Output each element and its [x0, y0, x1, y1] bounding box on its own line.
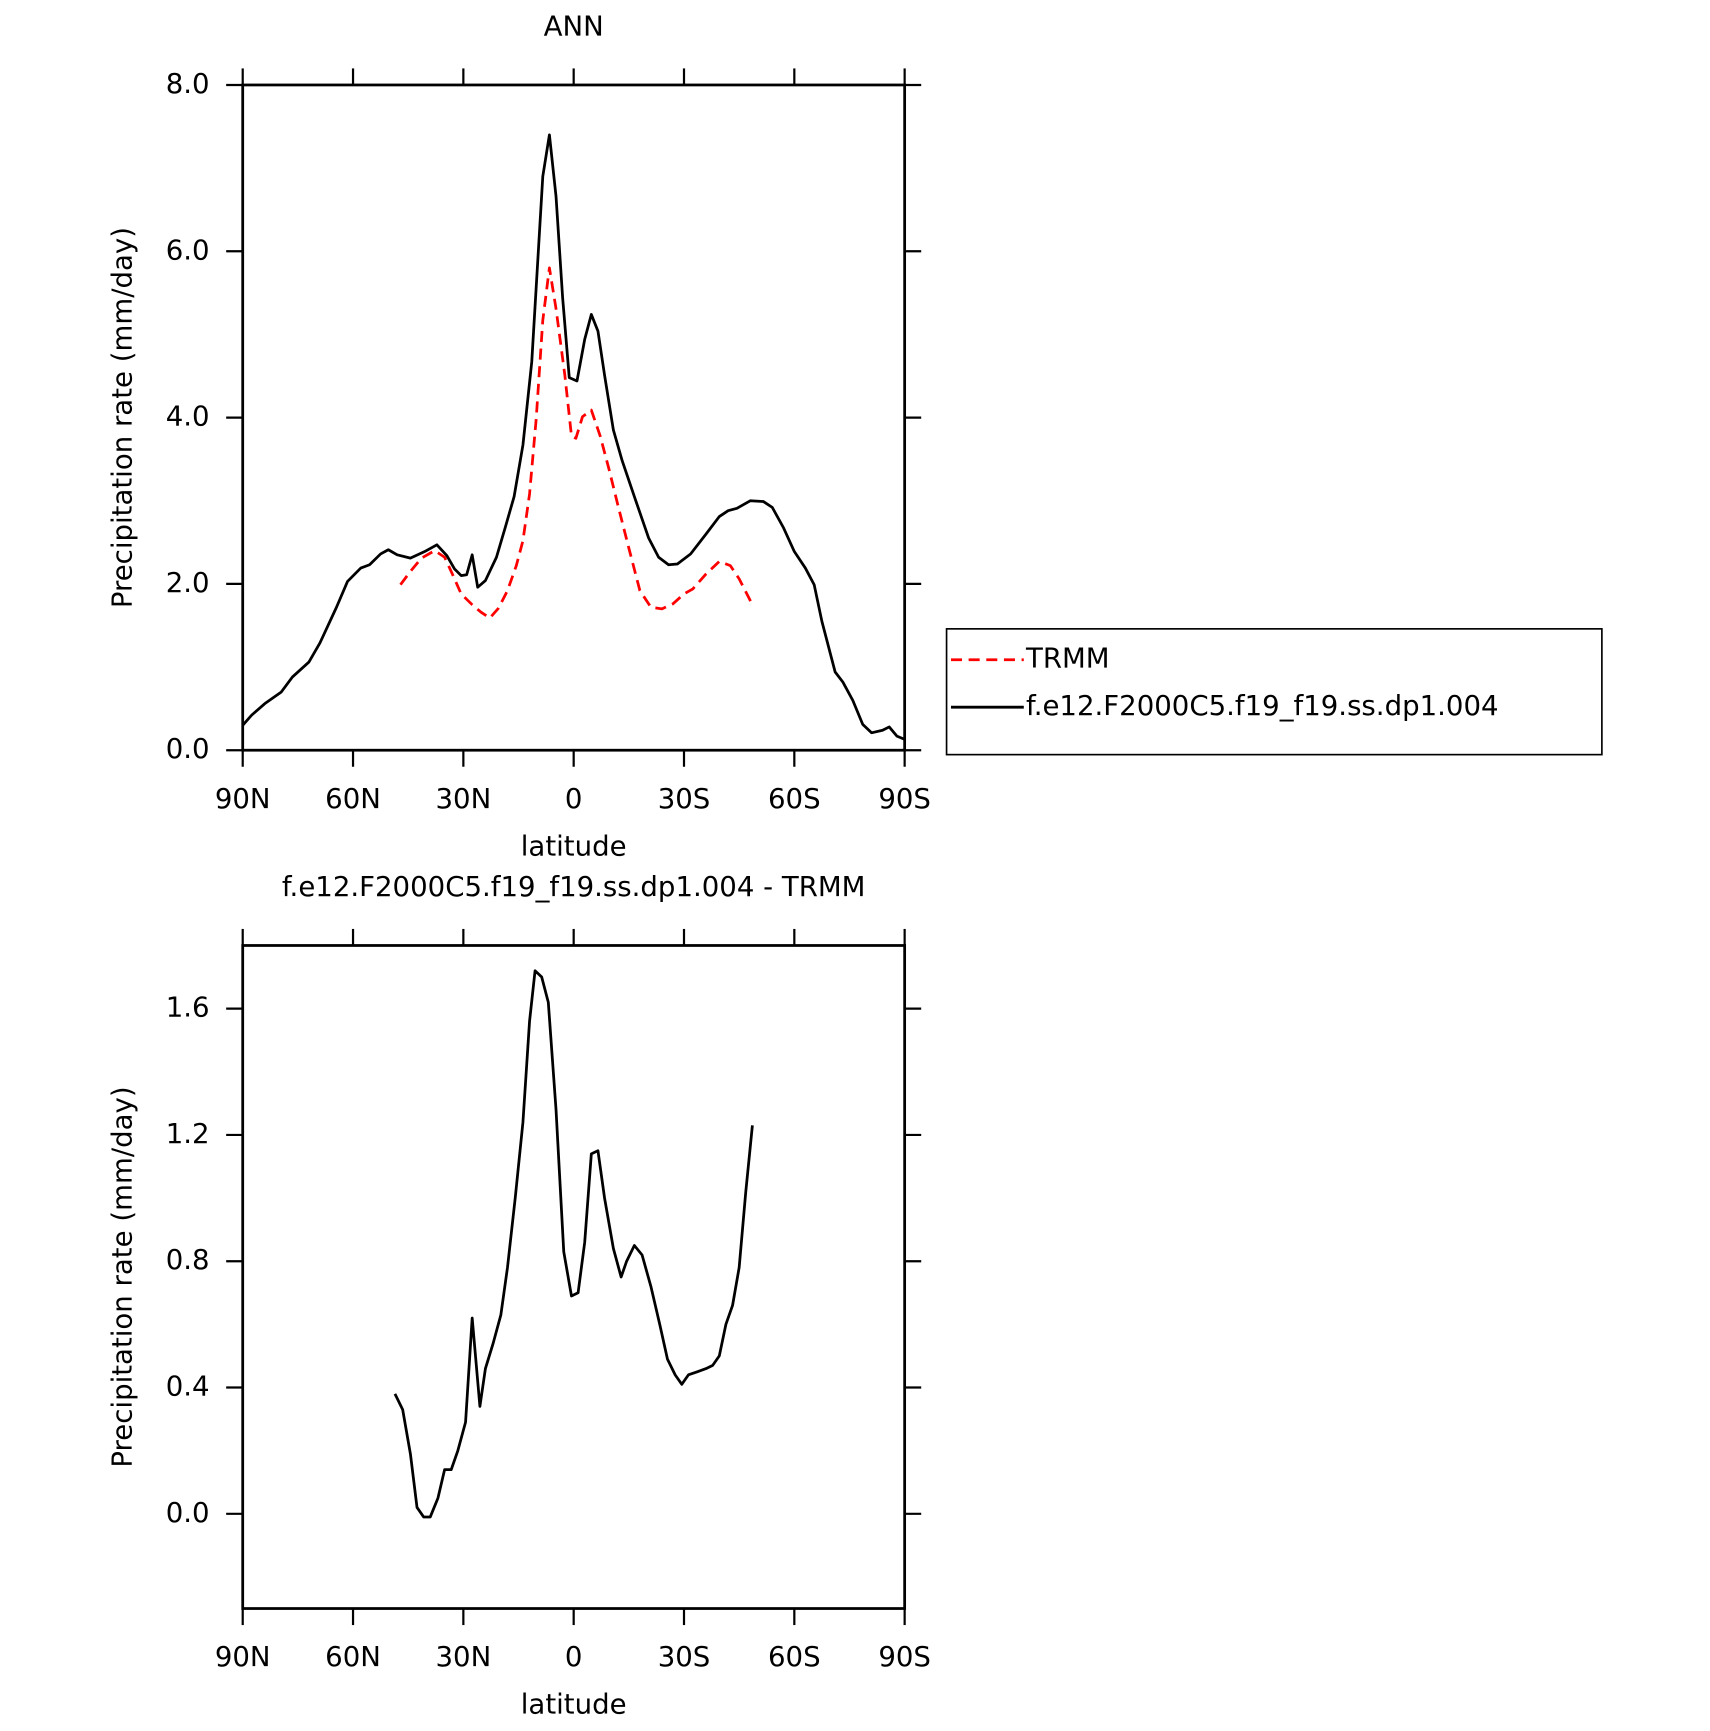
chart-title: ANN [544, 10, 604, 43]
y-tick-label: 8.0 [166, 67, 210, 100]
x-tick-label: 90S [878, 782, 931, 815]
y-tick-label: 2.0 [166, 566, 210, 599]
x-tick-label: 30N [435, 1640, 491, 1673]
x-tick-label: 60N [325, 782, 381, 815]
x-axis-label: latitude [521, 1688, 627, 1721]
plot-frame [241, 83, 907, 752]
x-tick-label: 60S [768, 1640, 821, 1673]
y-tick-label: 0.4 [166, 1370, 210, 1403]
series-line [393, 969, 754, 1519]
y-tick-label: 0.8 [166, 1243, 210, 1276]
chart-title: f.e12.F2000C5.f19_f19.ss.dp1.004 - TRMM [282, 870, 866, 903]
x-axis-label: latitude [521, 829, 627, 862]
legend-label: TRMM [1025, 642, 1110, 675]
y-axis-label: Precipitation rate (mm/day) [106, 227, 139, 608]
series-line [241, 133, 906, 741]
x-tick-label: 30S [658, 1640, 711, 1673]
y-axis-label: Precipitation rate (mm/day) [106, 1086, 139, 1467]
y-tick-label: 4.0 [166, 400, 210, 433]
y-tick-label: 0.0 [166, 1496, 210, 1529]
y-tick-label: 6.0 [166, 233, 210, 266]
y-tick-label: 0.0 [166, 732, 210, 765]
plot-frame [241, 944, 907, 1610]
x-tick-label: 90N [215, 1640, 271, 1673]
x-tick-label: 90N [215, 782, 271, 815]
x-tick-label: 0 [565, 782, 583, 815]
series-line [399, 266, 754, 620]
y-tick-label: 1.2 [166, 1117, 210, 1150]
x-tick-label: 30S [658, 782, 711, 815]
x-tick-label: 60S [768, 782, 821, 815]
legend-box [945, 628, 1603, 756]
y-tick-label: 1.6 [166, 991, 210, 1024]
legend-label: f.e12.F2000C5.f19_f19.ss.dp1.004 [1026, 689, 1499, 722]
x-tick-label: 60N [325, 1640, 381, 1673]
x-tick-label: 0 [565, 1640, 583, 1673]
x-tick-label: 30N [435, 782, 491, 815]
x-tick-label: 90S [878, 1640, 931, 1673]
